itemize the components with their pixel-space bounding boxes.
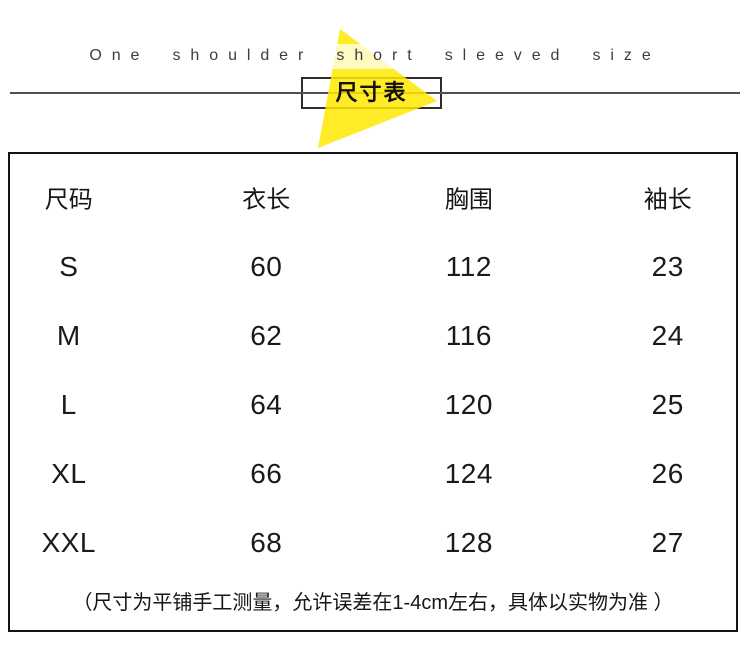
- cell-size: L: [60, 388, 77, 420]
- cell-sleeve: 25: [651, 388, 684, 420]
- column-header-bust: 胸围: [444, 186, 493, 214]
- table-row-m: M 62 116 24: [10, 301, 736, 370]
- table-row-s: S 60 112 23: [10, 232, 736, 301]
- cell-sleeve: 24: [651, 319, 684, 351]
- table-row-l: L 64 120 25: [10, 370, 736, 439]
- cell-sleeve: 27: [651, 526, 684, 558]
- cell-length: 66: [250, 457, 283, 489]
- cell-length: 62: [250, 319, 283, 351]
- table-row-xxl: XXL 68 128 27: [10, 508, 736, 577]
- cell-bust: 112: [445, 250, 492, 282]
- cell-length: 60: [250, 250, 283, 282]
- cell-bust: 124: [444, 457, 493, 489]
- cell-size: XL: [51, 457, 87, 489]
- cell-bust: 116: [445, 319, 492, 351]
- column-header-length: 衣长: [242, 186, 291, 214]
- cell-size: XXL: [41, 526, 97, 558]
- cell-bust: 120: [444, 388, 493, 420]
- table-header-row: 尺码 衣长 胸围 袖长: [10, 162, 736, 232]
- cell-bust: 128: [444, 526, 493, 558]
- column-header-sleeve: 袖长: [643, 186, 692, 214]
- size-table: 尺码 衣长 胸围 袖长 S 60 112 23 M 62 116 24 L 64…: [8, 152, 738, 632]
- cell-sleeve: 23: [651, 250, 684, 282]
- cell-size: S: [59, 250, 79, 282]
- header: 尺寸表 One shoulder short sleeved size: [0, 0, 750, 160]
- size-chart-badge: 尺寸表: [301, 77, 442, 109]
- cell-length: 64: [250, 388, 283, 420]
- measurement-note: （尺寸为平铺手工测量，允许误差在1-4cm左右，具体以实物为准 ）: [72, 592, 674, 614]
- cell-length: 68: [250, 526, 283, 558]
- column-header-size: 尺码: [44, 186, 93, 214]
- size-chart-badge-label: 尺寸表: [335, 80, 408, 105]
- cell-sleeve: 26: [651, 457, 684, 489]
- table-row-xl: XL 66 124 26: [10, 439, 736, 508]
- cell-size: M: [56, 319, 81, 351]
- subtitle-english: One shoulder short sleeved size: [0, 44, 750, 69]
